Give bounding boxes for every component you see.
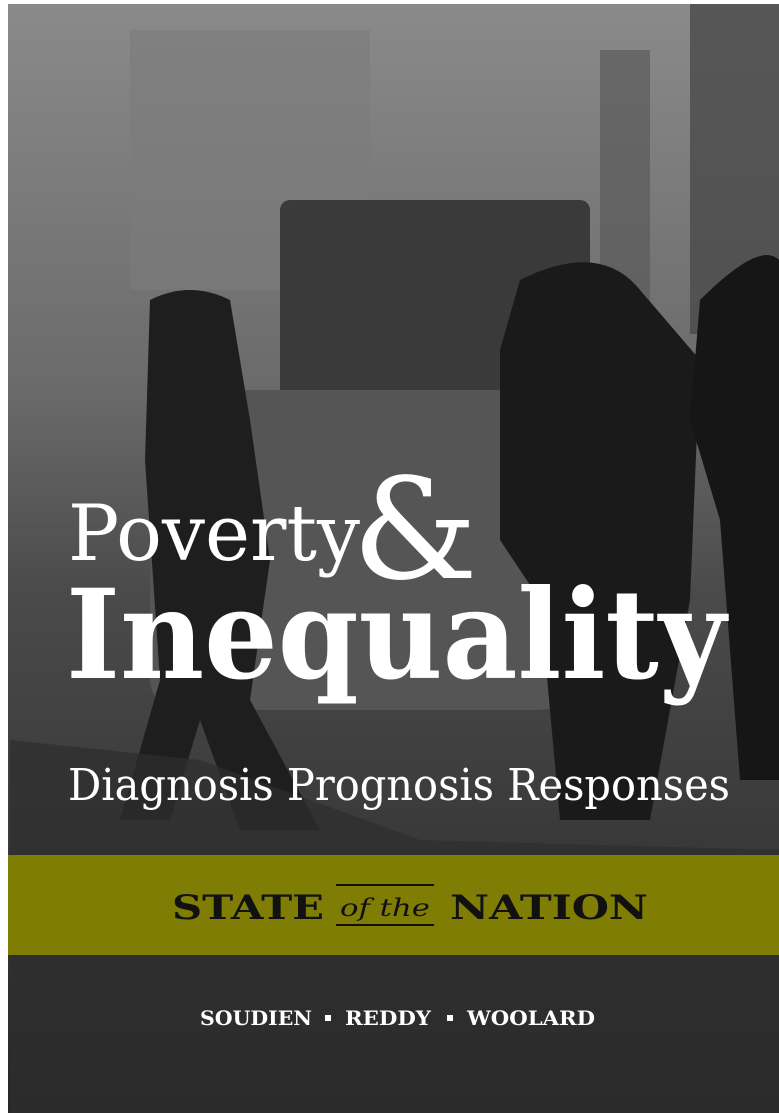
subtitle: Diagnosis Prognosis Responses [68, 760, 730, 811]
author: REDDY [345, 1006, 432, 1030]
author: WOOLARD [466, 1006, 595, 1030]
series-last: NATION [450, 888, 648, 928]
title-line-2: Inequality [66, 563, 730, 708]
series-middle: of the [340, 894, 430, 922]
separator [325, 1015, 331, 1021]
author: SOUDIEN [200, 1006, 312, 1030]
book-cover: Poverty & Inequality Diagnosis Prognosis… [0, 0, 779, 1113]
separator [447, 1015, 453, 1021]
series-first: STATE [172, 888, 324, 928]
